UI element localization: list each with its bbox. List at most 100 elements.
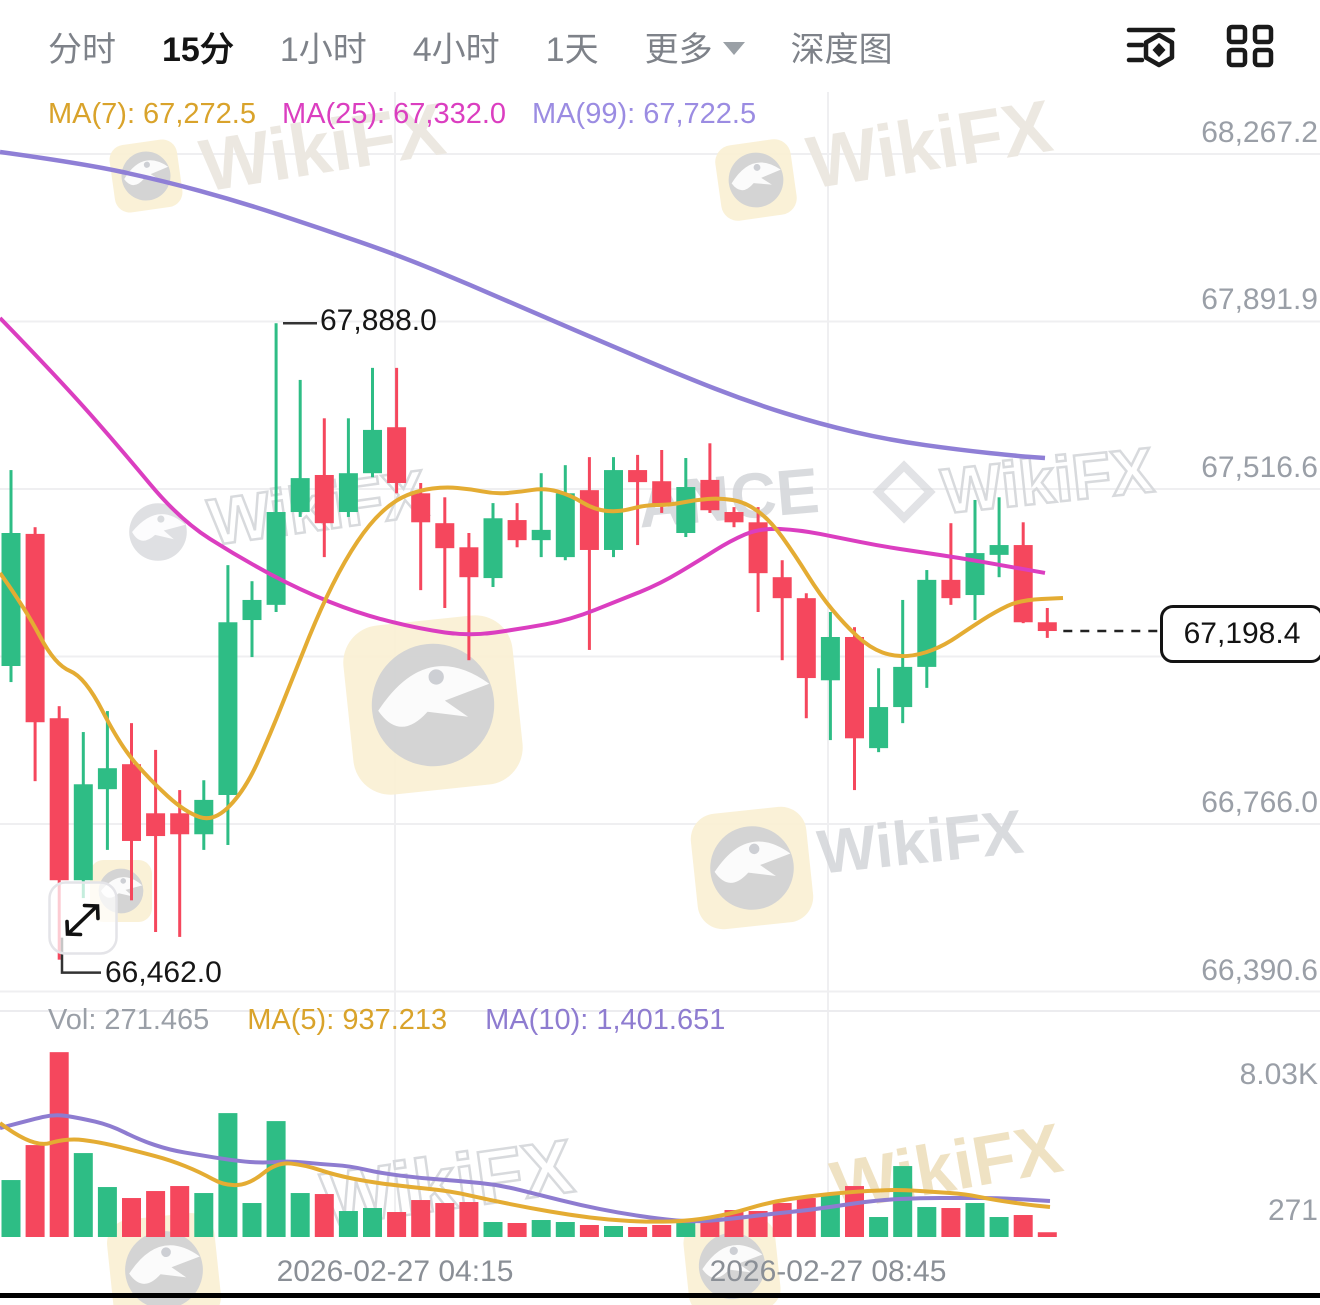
candle-body xyxy=(555,493,575,558)
watermark-text: WikiFX xyxy=(814,798,1026,888)
volume-bar xyxy=(266,1121,286,1237)
volume-bar xyxy=(194,1193,214,1237)
volume-bar xyxy=(242,1203,262,1237)
volume-bar xyxy=(170,1186,190,1237)
candle-body xyxy=(628,470,648,483)
candle-wick xyxy=(467,533,471,661)
candle-wick xyxy=(708,443,712,513)
candle-body xyxy=(435,523,455,549)
volume-bar xyxy=(459,1202,479,1237)
tab-label-more: 更多 xyxy=(644,30,713,69)
candle-body xyxy=(314,474,334,524)
volume-bar xyxy=(363,1208,382,1237)
wikifx-eagle-icon xyxy=(129,503,187,561)
candle-body xyxy=(845,636,864,739)
candle-body xyxy=(170,813,190,835)
wikifx-eagle-tan-icon xyxy=(715,139,797,221)
candle-body xyxy=(218,622,238,795)
candle-wick xyxy=(997,497,1001,578)
volume-bar xyxy=(435,1203,455,1237)
wikifx-eagle-tan-icon xyxy=(107,1213,221,1305)
volume-bar xyxy=(1013,1215,1033,1237)
candle-body xyxy=(242,599,262,621)
tab-4h[interactable]: 4小时 xyxy=(413,22,500,71)
tab-depth[interactable]: 深度图 xyxy=(791,22,893,71)
candle-body xyxy=(941,579,961,599)
volume-bar xyxy=(893,1166,913,1237)
candle-body xyxy=(1037,622,1057,632)
candle-wick xyxy=(587,457,591,650)
candle-body xyxy=(531,529,551,541)
volume-ma10-line xyxy=(0,1113,1051,1224)
volume-bar xyxy=(1,1180,21,1237)
candle-body xyxy=(459,547,479,578)
candle-body xyxy=(122,764,141,841)
candle-body xyxy=(73,784,93,881)
volume-bar xyxy=(652,1225,672,1237)
volume-bar xyxy=(796,1198,816,1237)
tab-time-share[interactable]: 分时 xyxy=(48,22,116,71)
volume-axis-label: 8.03K xyxy=(1239,1058,1318,1092)
candle-body xyxy=(869,707,889,749)
volume-axis-label: 271 xyxy=(1267,1194,1318,1228)
volume-legend: Vol: 271.465 MA(5): 937.213 MA(10): 1,401.… xyxy=(48,1004,725,1037)
candles-layer xyxy=(1,323,1057,960)
volume-bar xyxy=(387,1212,407,1237)
wikifx-eagle-tan-icon xyxy=(343,615,523,795)
tab-1d[interactable]: 1天 xyxy=(546,22,599,71)
watermark-text: WikiFX xyxy=(802,84,1058,204)
grid-layout-icon[interactable] xyxy=(1226,24,1274,68)
candle-body xyxy=(1013,545,1033,623)
wikifx-eagle-tan-icon xyxy=(683,1217,781,1305)
volume-bar xyxy=(772,1203,792,1237)
volume-bar xyxy=(49,1052,69,1237)
tab-1h[interactable]: 1小时 xyxy=(280,22,367,71)
volume-bar xyxy=(97,1187,117,1237)
volume-bar xyxy=(700,1220,720,1237)
tab-label-1h: 1小时 xyxy=(279,30,367,69)
candle-wick xyxy=(901,599,905,724)
candle-wick xyxy=(274,323,278,613)
price-axis-label: 67,516.6 xyxy=(1201,450,1318,484)
candle-body xyxy=(49,718,69,881)
bottom-divider xyxy=(0,1293,1320,1298)
tab-more[interactable]: 更多 xyxy=(645,22,745,71)
timeframe-tabs: 分时 15分 1小时 4小时 1天 更多 深度图 xyxy=(48,0,893,92)
indicator-settings-icon[interactable] xyxy=(1126,22,1178,70)
candle-body xyxy=(989,545,1009,555)
volume-bar xyxy=(25,1145,45,1237)
candle-body xyxy=(893,666,913,708)
last-price-label: 67,198.4 xyxy=(1160,605,1320,663)
volume-bar xyxy=(676,1222,696,1237)
volume-bar xyxy=(965,1203,985,1237)
expand-button[interactable] xyxy=(48,881,118,955)
candle-wick xyxy=(419,483,423,591)
candle-wick xyxy=(636,454,640,546)
candle-body xyxy=(772,577,792,599)
wikifx-eagle-tan-icon xyxy=(690,806,814,930)
price-axis-label: 66,390.6 xyxy=(1201,953,1318,987)
candle-body xyxy=(266,512,286,605)
ma25-line xyxy=(0,316,1046,637)
high-price-annotation: 67,888.0 xyxy=(320,304,437,338)
vol-legend-item: MA(10): 1,401.651 xyxy=(485,1004,726,1036)
volume-bar xyxy=(917,1207,937,1237)
volume-bar xyxy=(989,1217,1009,1237)
candle-body xyxy=(748,522,768,574)
last-price-value: 67,198.4 xyxy=(1183,617,1301,650)
volume-bar xyxy=(628,1227,648,1237)
candle-wick xyxy=(178,790,182,937)
time-axis-label: 2026-02-27 08:45 xyxy=(709,1255,947,1288)
volume-bar xyxy=(483,1222,503,1237)
wikifx-watermarks: WikiFXWikiFXWikiFXANCEWikiFXWikiFXWikiFX… xyxy=(90,84,1159,1305)
candle-body xyxy=(363,429,382,474)
candle-body xyxy=(579,490,599,550)
volume-bar xyxy=(507,1223,527,1237)
volume-bar xyxy=(869,1217,889,1237)
candle-body xyxy=(917,579,937,667)
tab-label-15m: 15分 xyxy=(162,30,234,69)
candle-body xyxy=(290,478,310,513)
tab-label-4h: 4小时 xyxy=(412,30,500,69)
tab-15m[interactable]: 15分 xyxy=(162,22,234,71)
